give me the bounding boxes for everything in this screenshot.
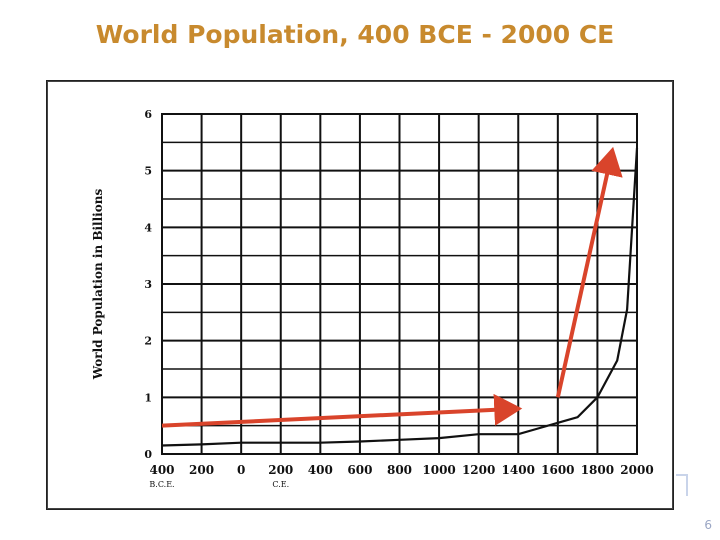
y-tick-label: 3 bbox=[144, 278, 152, 291]
y-tick-label: 2 bbox=[144, 335, 152, 348]
x-tick-label: 600 bbox=[347, 463, 372, 477]
plot-frame bbox=[161, 113, 638, 455]
x-era-label: B.C.E. bbox=[149, 480, 174, 489]
x-tick-label: 2000 bbox=[620, 463, 653, 477]
x-tick-label: 1600 bbox=[541, 463, 574, 477]
page-number: 6 bbox=[704, 518, 712, 532]
x-tick-label: 0 bbox=[237, 463, 245, 477]
x-tick-label: 200 bbox=[189, 463, 214, 477]
x-tick-label: 1400 bbox=[502, 463, 535, 477]
annotation-arrow-1 bbox=[161, 393, 523, 428]
chart-figure: 0 1 2 3 4 5 6 400 200 0 200 400 600 800 1000 1200 1400 16… bbox=[46, 80, 674, 510]
y-tick-label: 0 bbox=[144, 448, 152, 461]
x-era-label: C.E. bbox=[272, 480, 289, 489]
series-line-world-population bbox=[161, 147, 639, 447]
x-tick-label: 400 bbox=[149, 463, 174, 477]
y-tick-label: 4 bbox=[144, 221, 152, 234]
x-tick-label: 800 bbox=[387, 463, 412, 477]
y-tick-label: 1 bbox=[144, 391, 152, 404]
x-tick-label: 1000 bbox=[422, 463, 455, 477]
x-tick-label: 200 bbox=[268, 463, 293, 477]
logo-watermark-icon bbox=[676, 474, 688, 496]
y-tick-label: 5 bbox=[144, 165, 152, 178]
x-tick-label: 1200 bbox=[462, 463, 495, 477]
slide-title: World Population, 400 BCE - 2000 CE bbox=[95, 20, 615, 49]
y-tick-label: 6 bbox=[144, 108, 152, 121]
x-tick-label: 400 bbox=[308, 463, 333, 477]
y-axis-label: World Population in Billions bbox=[91, 189, 105, 381]
x-tick-label: 1800 bbox=[581, 463, 614, 477]
annotation-arrow-2 bbox=[555, 146, 623, 398]
